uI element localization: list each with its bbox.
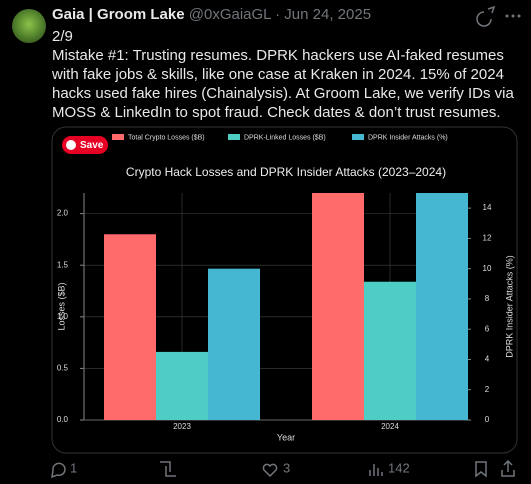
pinterest-icon (66, 140, 76, 150)
y2-tick-label: 6 (485, 324, 490, 333)
y-tick-label: 0.5 (57, 364, 69, 373)
reply-icon[interactable] (51, 462, 66, 479)
grok-icon[interactable] (476, 5, 496, 27)
share-icon[interactable] (501, 459, 515, 477)
bar (416, 193, 468, 420)
author-handle[interactable]: @0xGaiaGL (188, 6, 271, 23)
y-tick-label: 1.5 (57, 260, 69, 269)
y-tick-label: 2.0 (57, 209, 69, 218)
like-count: 3 (283, 460, 290, 475)
y-tick-label: 0.0 (57, 415, 69, 424)
views-icon[interactable] (369, 464, 383, 476)
reply-count: 1 (70, 460, 77, 475)
chart-title: Crypto Hack Losses and DPRK Insider Atta… (126, 165, 446, 179)
view-count: 142 (388, 460, 410, 475)
post-date[interactable]: · Jun 24, 2025 (275, 6, 372, 23)
bookmark-icon[interactable] (475, 461, 487, 478)
x-axis-label: Year (277, 432, 295, 442)
x-tick-label: 2024 (381, 422, 399, 431)
legend-label: DPRK-Linked Losses ($B) (244, 134, 326, 141)
bar (364, 281, 416, 420)
y2-tick-label: 4 (485, 355, 490, 364)
y2-tick-label: 8 (485, 294, 490, 303)
like-icon[interactable] (262, 463, 278, 478)
repost-icon[interactable] (160, 461, 176, 477)
more-menu[interactable] (505, 14, 521, 18)
y2-tick-label: 0 (485, 415, 490, 424)
author-name[interactable]: Gaia | Groom Lake (52, 6, 185, 23)
avatar[interactable] (12, 9, 46, 43)
legend-label: DPRK Insider Attacks (%) (368, 134, 448, 141)
save-label: Save (80, 140, 104, 151)
legend-swatch (352, 134, 364, 140)
y2-axis-label: DPRK Insider Attacks (%) (504, 255, 514, 358)
thread-counter: 2/9 (52, 28, 73, 45)
bar (104, 234, 156, 420)
bar (156, 351, 208, 420)
legend-swatch (228, 134, 240, 140)
y-tick-label: 1.0 (57, 312, 69, 321)
y2-tick-label: 10 (483, 264, 492, 273)
y2-tick-label: 2 (485, 385, 490, 394)
legend-swatch (112, 134, 124, 140)
pinterest-save[interactable] (62, 136, 108, 154)
post-header: Gaia | Groom Lake @0xGaiaGL · Jun 24, 20… (52, 6, 371, 23)
y2-tick-label: 12 (483, 234, 492, 243)
post-text: Mistake #1: Trusting resumes. DPRK hacke… (52, 47, 514, 121)
y-axis-label: Losses ($B) (56, 282, 66, 330)
legend-label: Total Crypto Losses ($B) (128, 134, 205, 141)
bar (312, 193, 364, 420)
y2-tick-label: 14 (483, 203, 492, 212)
post-body: 2/9 Mistake #1: Trusting resumes. DPRK h… (52, 27, 524, 122)
x-tick-label: 2023 (173, 422, 191, 431)
bar (208, 268, 260, 420)
